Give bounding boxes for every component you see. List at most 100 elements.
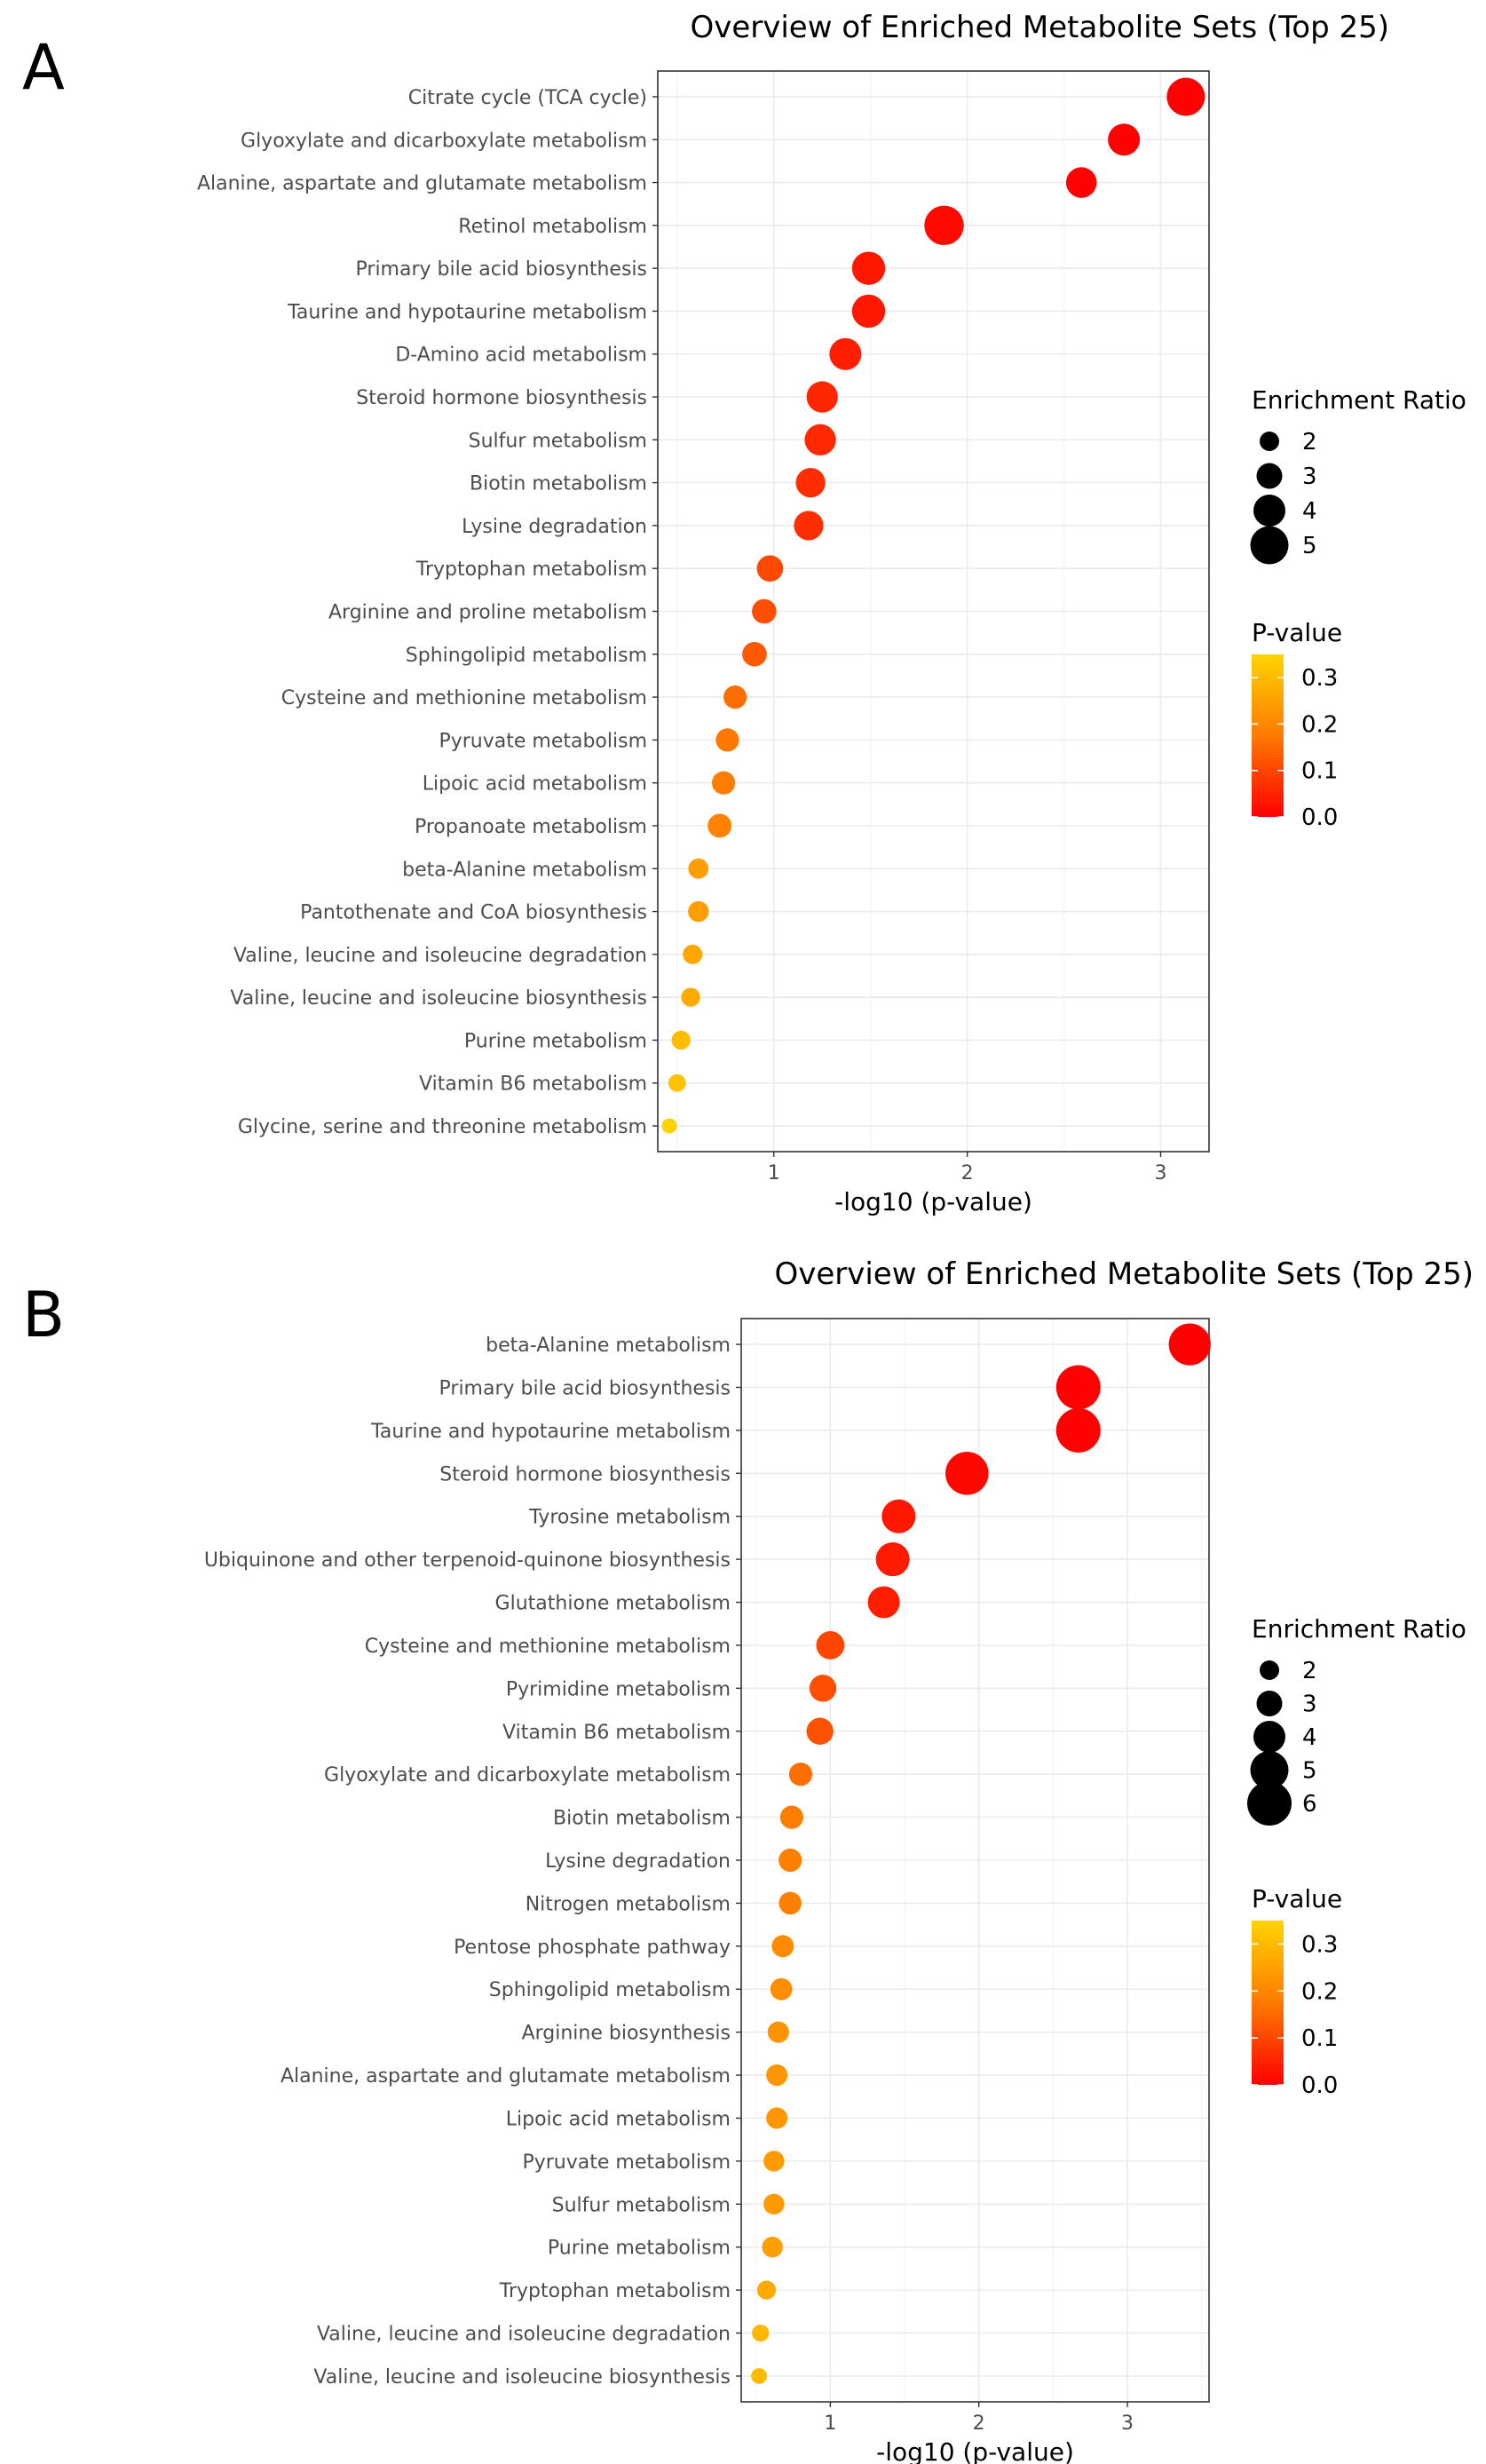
pvalue-legend: P-value 0.3 0.2 0.1 0.0	[1252, 1884, 1342, 2099]
x-tick-label: 2	[973, 2413, 985, 2435]
colorbar-label: 0.1	[1301, 2025, 1338, 2052]
data-point	[806, 1717, 834, 1745]
size-legend-label: 5	[1302, 533, 1317, 559]
colorbar-label: 0.3	[1301, 1931, 1338, 1958]
data-point	[1065, 167, 1097, 198]
chart-panel-a: A Overview of Enriched Metabolite Sets (T…	[22, 10, 1466, 1216]
data-point	[1055, 1407, 1101, 1453]
data-point	[1166, 77, 1205, 116]
data-point	[766, 2064, 788, 2087]
chart-title: Overview of Enriched Metabolite Sets (To…	[690, 10, 1389, 45]
size-legend-dot	[1247, 1781, 1292, 1826]
category-label: Taurine and hypotaurine metabolism	[370, 1421, 731, 1443]
data-point	[707, 813, 732, 838]
data-point	[688, 900, 709, 923]
chart-title: Overview of Enriched Metabolite Sets (To…	[774, 1256, 1474, 1292]
data-point	[742, 641, 767, 667]
data-point	[688, 858, 709, 879]
size-legend: Enrichment Ratio 2 3 4 5	[1250, 385, 1466, 565]
data-point	[1108, 123, 1141, 156]
size-legend-label: 3	[1302, 463, 1317, 490]
data-point	[804, 424, 836, 456]
data-point	[779, 1848, 802, 1873]
category-label: Sulfur metabolism	[469, 430, 647, 452]
category-label: Pyrimidine metabolism	[506, 1678, 731, 1700]
pvalue-colorbar	[1252, 654, 1284, 817]
category-label: Lipoic acid metabolism	[506, 2108, 731, 2130]
category-label: Arginine and proline metabolism	[328, 602, 647, 624]
category-label: beta-Alanine metabolism	[486, 1335, 731, 1357]
data-point	[770, 1977, 793, 2001]
colorbar-label: 0.0	[1301, 2072, 1338, 2099]
data-point	[809, 1675, 837, 1702]
x-tick-label: 2	[961, 1162, 974, 1184]
size-legend-label: 2	[1302, 1658, 1317, 1684]
panel-letter: A	[22, 31, 65, 104]
data-point	[829, 337, 862, 370]
category-label: Primary bile acid biosynthesis	[439, 1377, 731, 1399]
size-legend-dot	[1256, 1691, 1283, 1716]
data-point	[771, 1935, 794, 1958]
data-point	[779, 1805, 803, 1829]
size-legend-label: 6	[1302, 1791, 1317, 1818]
pvalue-legend-title: P-value	[1252, 1884, 1342, 1913]
size-legend-label: 4	[1302, 498, 1317, 525]
data-point	[763, 2151, 785, 2172]
size-legend-dot	[1256, 463, 1283, 489]
category-label: Cysteine and methionine metabolism	[281, 687, 647, 709]
category-label: Steroid hormone biosynthesis	[356, 387, 647, 409]
colorbar-label: 0.2	[1301, 1978, 1338, 2005]
category-label: Purine metabolism	[464, 1030, 647, 1052]
category-label: Tryptophan metabolism	[415, 559, 647, 581]
category-label: Glyoxylate and dicarboxylate metabolism	[324, 1764, 731, 1787]
colorbar-label: 0.0	[1301, 804, 1338, 831]
data-point	[681, 987, 700, 1007]
category-label: Pentose phosphate pathway	[454, 1937, 731, 1959]
data-point	[762, 2237, 783, 2258]
category-label: Lysine degradation	[545, 1850, 731, 1873]
category-label: Vitamin B6 metabolism	[419, 1074, 647, 1096]
data-point	[881, 1499, 916, 1533]
category-label: Taurine and hypotaurine metabolism	[287, 301, 647, 323]
size-legend-dot	[1260, 432, 1279, 451]
size-legend: Enrichment Ratio 2 3 4 5 6	[1247, 1614, 1466, 1826]
category-label: Lysine degradation	[462, 516, 647, 538]
category-label: Cysteine and methionine metabolism	[365, 1636, 731, 1658]
category-label: Primary bile acid biosynthesis	[356, 258, 647, 281]
category-label: Citrate cycle (TCA cycle)	[408, 87, 647, 109]
data-point	[766, 2107, 788, 2129]
panel-letter: B	[22, 1279, 65, 1351]
data-point	[711, 771, 736, 795]
size-legend-dot	[1250, 526, 1289, 565]
category-label: Retinol metabolism	[458, 216, 647, 238]
colorbar-label: 0.2	[1301, 711, 1338, 738]
size-legend-dot	[1260, 1660, 1279, 1680]
pvalue-colorbar	[1252, 1921, 1284, 2085]
data-point	[867, 1586, 900, 1619]
category-label: Steroid hormone biosynthesis	[439, 1463, 731, 1486]
category-label: Sphingolipid metabolism	[489, 1979, 731, 2001]
data-point	[683, 944, 703, 964]
data-point	[875, 1542, 910, 1577]
size-legend-label: 2	[1302, 429, 1317, 456]
x-tick-label: 1	[768, 1162, 780, 1184]
data-point	[752, 598, 777, 624]
data-point	[671, 1030, 691, 1050]
category-label: Alanine, aspartate and glutamate metabol…	[281, 2065, 731, 2088]
data-point	[945, 1451, 989, 1495]
size-legend-label: 4	[1302, 1724, 1317, 1751]
category-label: Purine metabolism	[548, 2238, 731, 2260]
x-axis-label: -log10 (p-value)	[834, 1187, 1032, 1216]
data-point	[1055, 1365, 1101, 1410]
category-label: Ubiquinone and other terpenoid-quinone b…	[204, 1549, 731, 1572]
category-label: Biotin metabolism	[553, 1808, 731, 1830]
size-legend-dot	[1253, 1721, 1285, 1753]
size-legend-label: 5	[1302, 1758, 1317, 1785]
data-point	[794, 511, 824, 541]
category-label: D-Amino acid metabolism	[395, 345, 647, 367]
x-tick-label: 3	[1121, 2413, 1134, 2435]
size-legend-title: Enrichment Ratio	[1252, 385, 1466, 415]
category-label: Glycine, serine and threonine metabolism	[238, 1116, 647, 1138]
category-label: Sphingolipid metabolism	[406, 645, 647, 667]
